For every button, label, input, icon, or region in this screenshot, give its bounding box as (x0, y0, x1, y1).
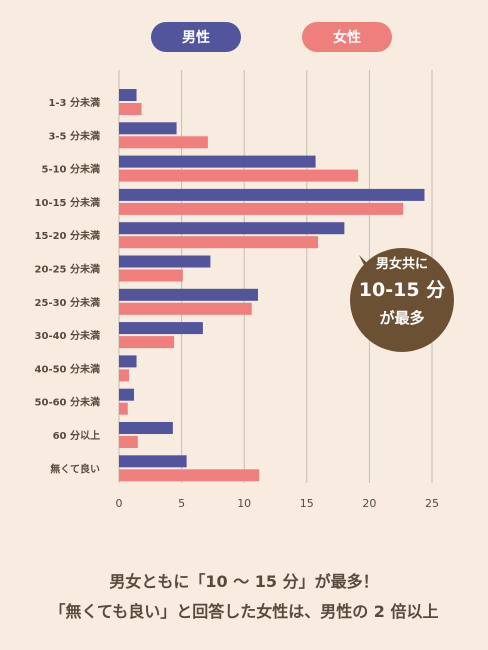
y-category-label: 1-3 分未満 (48, 96, 100, 109)
bar-female-7 (119, 336, 175, 349)
bar-female-11 (119, 469, 260, 482)
y-category-label: 30-40 分未満 (35, 329, 100, 342)
bar-female-0 (119, 103, 142, 115)
callout-line3: が最多 (379, 309, 425, 327)
caption-line2: 「無くても良い」と回答した女性は、男性の 2 倍以上 (49, 602, 439, 621)
legend-female: 女性 (302, 22, 392, 52)
bar-male-8 (119, 355, 137, 368)
x-tick-label: 20 (362, 497, 376, 510)
bar-female-8 (119, 369, 130, 382)
y-category-label: 60 分以上 (53, 429, 100, 442)
bar-male-2 (119, 155, 316, 168)
bar-male-1 (119, 122, 177, 135)
bar-female-1 (119, 136, 208, 149)
y-category-label: 10-15 分未満 (35, 196, 100, 209)
y-category-label: 無くて良い (50, 462, 100, 475)
y-category-label: 50-60 分未満 (35, 396, 100, 409)
y-category-label: 25-30 分未満 (35, 296, 100, 309)
callout-line1: 男女共に (375, 257, 428, 272)
x-tick-label: 0 (116, 497, 123, 510)
y-category-label: 20-25 分未満 (35, 263, 100, 276)
caption-line1: 男女ともに「10 〜 15 分」が最多！ (109, 572, 379, 591)
callout-bubble (350, 248, 454, 352)
bar-female-2 (119, 169, 359, 182)
bar-male-4 (119, 222, 345, 235)
bar-male-6 (119, 288, 258, 301)
legend-male: 男性 (151, 22, 241, 52)
legend-male-label: 男性 (182, 30, 210, 46)
bar-female-9 (119, 402, 128, 415)
bar-female-5 (119, 269, 183, 282)
callout-line2: 10-15 分 (358, 279, 446, 301)
y-category-label: 3-5 分未満 (48, 129, 100, 142)
x-tick-label: 5 (178, 497, 185, 510)
bar-male-7 (119, 322, 203, 335)
bar-male-10 (119, 422, 173, 434)
bar-male-9 (119, 388, 135, 401)
x-tick-label: 10 (237, 497, 251, 510)
legend-female-label: 女性 (333, 30, 361, 46)
callout-circle (350, 248, 454, 352)
y-category-label: 40-50 分未満 (35, 362, 100, 375)
y-category-label: 5-10 分未満 (41, 163, 100, 176)
bar-male-0 (119, 89, 137, 101)
bar-male-3 (119, 188, 425, 201)
bar-female-3 (119, 202, 404, 215)
x-tick-label: 25 (425, 497, 439, 510)
bar-female-10 (119, 436, 138, 448)
y-category-label: 15-20 分未満 (35, 229, 100, 242)
bar-female-6 (119, 302, 252, 315)
callout-text: 男女共に 10-15 分 が最多 (337, 255, 467, 331)
bar-male-11 (119, 455, 187, 468)
bar-male-5 (119, 255, 211, 268)
x-tick-label: 15 (300, 497, 314, 510)
bar-female-4 (119, 236, 319, 249)
